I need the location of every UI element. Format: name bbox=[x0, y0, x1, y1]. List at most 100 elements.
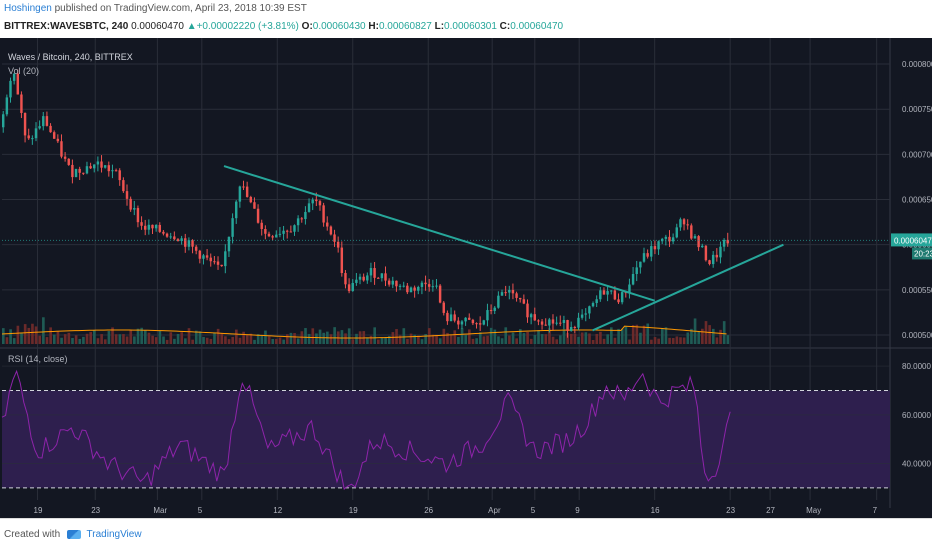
rsi-tick-label: 60.0000 bbox=[902, 411, 931, 420]
volume-bar bbox=[235, 329, 238, 344]
time-tick-label: 5 bbox=[198, 506, 203, 515]
candle-body bbox=[93, 164, 96, 169]
time-tick-label: Mar bbox=[153, 506, 167, 515]
candle-body bbox=[158, 224, 161, 232]
candle-body bbox=[584, 313, 587, 315]
footer: Created with TradingView bbox=[0, 518, 932, 551]
candle-body bbox=[446, 312, 449, 322]
volume-bar bbox=[468, 329, 471, 344]
candle-body bbox=[610, 290, 613, 292]
volume-bar bbox=[635, 324, 639, 344]
volume-bar bbox=[449, 335, 453, 344]
candle-body bbox=[711, 254, 715, 265]
candle-body bbox=[202, 255, 205, 259]
volume-bar bbox=[333, 327, 336, 344]
candle-body bbox=[31, 138, 34, 140]
tradingview-link[interactable]: TradingView bbox=[86, 529, 142, 540]
volume-bar bbox=[282, 339, 285, 344]
candle-body bbox=[194, 246, 198, 251]
trendline-uptrend bbox=[592, 243, 784, 332]
time-tick-label: 5 bbox=[531, 506, 536, 515]
volume-bar bbox=[384, 336, 387, 344]
candle-body bbox=[591, 303, 595, 307]
volume-bar bbox=[559, 335, 562, 344]
candle-body bbox=[522, 299, 526, 304]
volume-bar bbox=[34, 326, 38, 344]
volume-bar bbox=[322, 332, 326, 344]
volume-bar bbox=[610, 327, 613, 344]
candle-body bbox=[650, 246, 653, 257]
chart-svg[interactable]: 0.00080000 0.00075000 0.00070000 0.00065000… bbox=[0, 38, 932, 518]
author-link[interactable]: Hoshingen bbox=[4, 3, 52, 14]
candle-body bbox=[180, 238, 183, 241]
volume-bar bbox=[555, 339, 559, 344]
created-text: Created with bbox=[4, 529, 61, 540]
volume-bar bbox=[475, 338, 478, 344]
volume-bar bbox=[526, 331, 529, 344]
candle-body bbox=[511, 289, 515, 294]
candle-body bbox=[129, 198, 132, 210]
volume-bar bbox=[253, 339, 256, 344]
candle-body bbox=[471, 319, 475, 324]
volume-bar bbox=[508, 335, 511, 344]
rsi-label: RSI (14, close) bbox=[8, 354, 68, 364]
candle-body bbox=[664, 236, 668, 239]
volume-bar bbox=[701, 328, 704, 344]
created-with: Created with TradingView bbox=[4, 529, 142, 540]
volume-bar bbox=[617, 328, 620, 344]
candle-body bbox=[67, 158, 70, 165]
volume-bar bbox=[715, 337, 719, 344]
candle-body bbox=[562, 320, 566, 323]
candle-body bbox=[489, 310, 493, 312]
volume-bar bbox=[267, 336, 271, 344]
candle-body bbox=[555, 322, 558, 324]
volume-bar bbox=[679, 337, 682, 344]
volume-bar bbox=[78, 338, 82, 344]
candle-body bbox=[216, 261, 220, 265]
candle-body bbox=[184, 238, 187, 247]
candle-body bbox=[395, 280, 398, 287]
candle-body bbox=[686, 224, 689, 226]
volume-bar bbox=[202, 336, 205, 344]
candle-body bbox=[318, 201, 322, 206]
time-tick-label: 19 bbox=[349, 506, 358, 515]
volume-bar bbox=[420, 339, 424, 344]
candle-body bbox=[227, 236, 231, 252]
volume-bar bbox=[387, 335, 391, 344]
price-tick-label: 0.00050000 bbox=[902, 331, 932, 340]
volume-bar bbox=[224, 336, 227, 344]
candle-body bbox=[74, 168, 78, 178]
quote-line: BITTREX:WAVESBTC, 240 0.00060470 ▲+0.000… bbox=[4, 21, 563, 32]
candle-body bbox=[620, 292, 624, 303]
volume-bar bbox=[446, 332, 449, 344]
candle-body bbox=[413, 287, 416, 291]
candle-body bbox=[548, 319, 551, 326]
candle-body bbox=[628, 284, 631, 293]
candle-body bbox=[205, 255, 209, 258]
candle-body bbox=[478, 323, 482, 325]
candle-body bbox=[151, 224, 154, 229]
trendline-downtrend bbox=[223, 165, 655, 302]
candle-body bbox=[45, 116, 49, 126]
candle-body bbox=[679, 219, 682, 228]
publish-header: Hoshingen published on TradingView.com, … bbox=[0, 0, 932, 38]
volume-bar bbox=[154, 337, 158, 344]
volume-bar bbox=[351, 339, 355, 344]
volume-bar bbox=[100, 334, 103, 344]
price-tick-label: 0.00070000 bbox=[902, 150, 932, 159]
volume-bar bbox=[471, 338, 475, 344]
volume-bar bbox=[493, 329, 497, 344]
volume-ma-line bbox=[1, 325, 727, 339]
candle-body bbox=[493, 307, 496, 311]
volume-bar bbox=[660, 327, 664, 344]
candle-body bbox=[504, 292, 507, 294]
candle-body bbox=[9, 80, 12, 98]
chart-area[interactable]: 0.00080000 0.00075000 0.00070000 0.00065000… bbox=[0, 38, 932, 518]
candle-body bbox=[176, 239, 180, 241]
countdown-label: 20:23 bbox=[914, 249, 932, 258]
volume-bar bbox=[296, 338, 300, 344]
candle-body bbox=[220, 264, 223, 267]
volume-bar bbox=[227, 339, 231, 344]
volume-bar bbox=[398, 335, 402, 344]
candle-body bbox=[453, 314, 456, 321]
